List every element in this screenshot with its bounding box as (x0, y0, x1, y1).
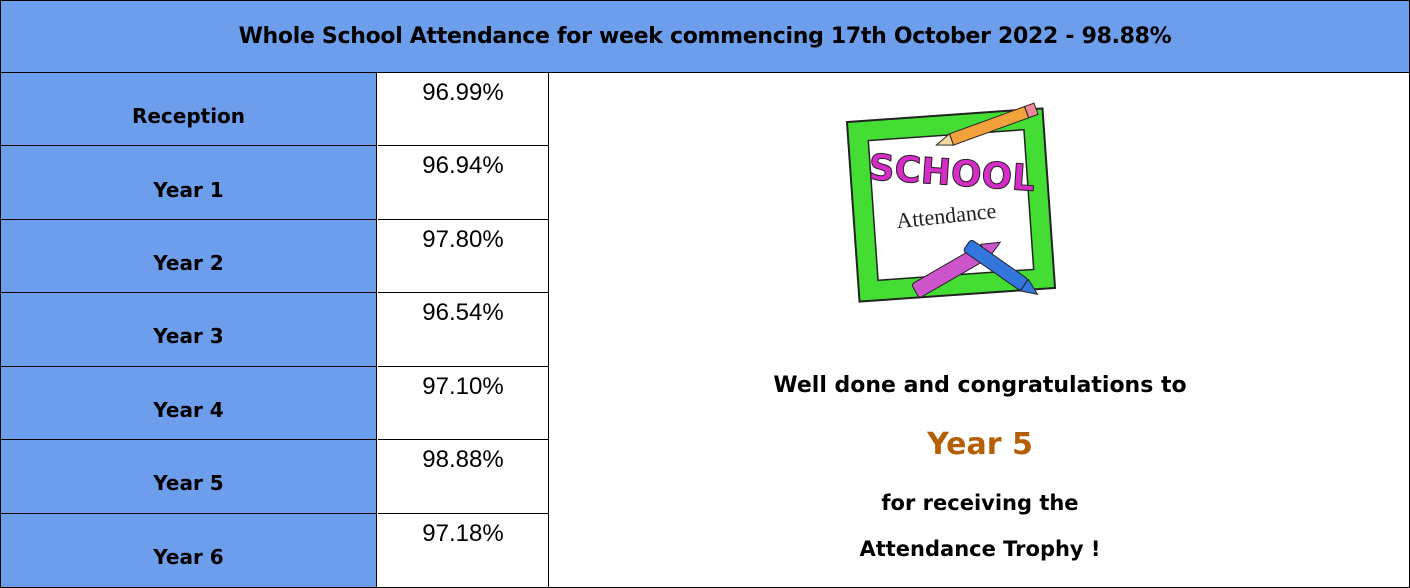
row-value: 96.94% (378, 146, 549, 219)
row-label: Year 5 (1, 440, 377, 513)
school-attendance-image: SCHOOL Attendance (831, 93, 1071, 318)
row-label: Year 1 (1, 146, 377, 219)
row-label: Year 2 (1, 220, 377, 293)
row-value: 98.88% (378, 440, 549, 513)
message-intro: Well done and congratulations to (551, 373, 1409, 398)
row-label: Reception (1, 73, 377, 146)
row-value: 96.54% (378, 293, 549, 366)
row-value: 97.10% (378, 367, 549, 440)
page: Whole School Attendance for week commenc… (0, 0, 1410, 588)
row-label: Year 3 (1, 293, 377, 366)
row-value: 97.18% (378, 514, 549, 587)
row-value: 97.80% (378, 220, 549, 293)
message-line2: Attendance Trophy ! (551, 537, 1409, 561)
row-label: Year 6 (1, 514, 377, 587)
message-line1: for receiving the (551, 491, 1409, 515)
row-label: Year 4 (1, 367, 377, 440)
message-winner: Year 5 (551, 427, 1409, 462)
row-value: 96.99% (378, 73, 549, 146)
header-title: Whole School Attendance for week commenc… (1, 1, 1409, 73)
